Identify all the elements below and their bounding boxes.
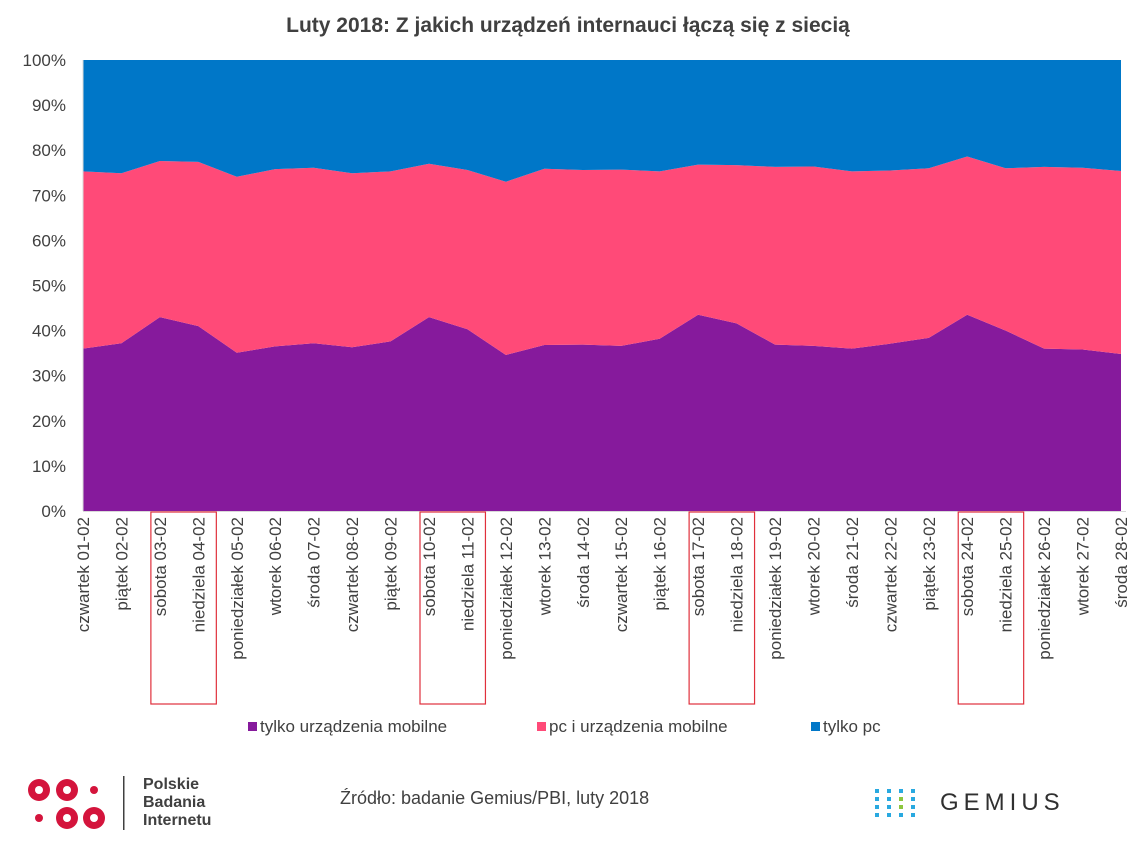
x-tick-labels: czwartek 01-02 piątek 02-02 sobota 03-02 ni… xyxy=(74,517,1131,660)
legend-item-pc-and-mobile: pc i urządzenia mobilne xyxy=(537,717,728,737)
x-tick-label: czwartek 15-02 xyxy=(612,517,631,632)
x-tick-label: wtorek 13-02 xyxy=(535,517,554,616)
x-tick-label: poniedziałek 26-02 xyxy=(1035,517,1054,660)
pbi-logo-ring-hole xyxy=(63,786,71,794)
chart-series-layer xyxy=(83,60,1121,511)
pbi-logo-line: Badania xyxy=(143,794,206,811)
pbi-logo-line: Polskie xyxy=(143,776,200,793)
y-tick-label: 100% xyxy=(23,51,66,70)
legend-item-pc-only: tylko pc xyxy=(811,717,881,737)
chart-axis-layer xyxy=(82,60,1126,512)
chart-title: Luty 2018: Z jakich urządzeń internauci … xyxy=(286,14,850,37)
gemius-logo-dot xyxy=(899,789,903,793)
legend-label-pc-and-mobile: pc i urządzenia mobilne xyxy=(549,717,728,736)
legend-swatch-mobile-only xyxy=(248,722,257,731)
x-tick-label: środa 28-02 xyxy=(1112,517,1131,608)
gemius-logo-dot xyxy=(899,797,903,801)
x-tick-label: środa 07-02 xyxy=(305,517,324,608)
x-tick-label: środa 14-02 xyxy=(574,517,593,608)
x-tick-label: sobota 03-02 xyxy=(151,517,170,616)
legend-label-mobile-only: tylko urządzenia mobilne xyxy=(260,717,448,736)
gemius-logo-dot xyxy=(911,797,915,801)
pbi-logo-dot xyxy=(35,814,43,822)
gemius-logo-dot xyxy=(899,805,903,809)
gemius-logo-dot xyxy=(875,797,879,801)
weekend-highlight-box xyxy=(957,511,1025,705)
pbi-logo-dots xyxy=(28,779,105,829)
x-tick-label: piątek 09-02 xyxy=(382,517,401,611)
x-tick-label: niedziela 11-02 xyxy=(458,517,477,631)
x-tick-label: sobota 10-02 xyxy=(420,517,439,616)
y-tick-label: 80% xyxy=(32,141,66,160)
x-tick-label: poniedziałek 19-02 xyxy=(766,517,785,660)
x-tick-label: środa 21-02 xyxy=(843,517,862,608)
gemius-logo-dot xyxy=(875,789,879,793)
legend-item-mobile-only: tylko urządzenia mobilne xyxy=(248,717,447,737)
source-note: Źródło: badanie Gemius/PBI, luty 2018 xyxy=(340,788,650,808)
gemius-logo-dot xyxy=(887,797,891,801)
gemius-logo-dot xyxy=(911,813,915,817)
gemius-logo-dot xyxy=(911,789,915,793)
pbi-logo-text: Polskie Badania Internetu xyxy=(143,776,211,830)
weekend-highlight-box xyxy=(150,511,217,705)
x-tick-label: wtorek 27-02 xyxy=(1074,517,1093,616)
weekend-highlight-box xyxy=(688,511,756,705)
area-series-1 xyxy=(83,156,1121,355)
x-tick-label: niedziela 18-02 xyxy=(728,517,747,632)
gemius-logo-dots xyxy=(875,789,915,817)
chart-legend: tylko urządzenia mobilne pc i urządzenia… xyxy=(0,717,1136,741)
y-tick-label: 30% xyxy=(32,367,66,386)
gemius-logo-dot xyxy=(875,805,879,809)
y-tick-label: 0% xyxy=(41,502,66,521)
gemius-logo-dot xyxy=(887,813,891,817)
gemius-logo-dot xyxy=(875,813,879,817)
y-tick-label: 40% xyxy=(32,322,66,341)
gemius-logo xyxy=(875,789,915,817)
y-tick-label: 10% xyxy=(32,457,66,476)
gemius-logo-dot xyxy=(911,805,915,809)
weekend-highlight-layer xyxy=(150,511,1025,705)
y-tick-label: 90% xyxy=(32,96,66,115)
x-tick-label: sobota 24-02 xyxy=(958,517,977,616)
x-tick-label: piątek 16-02 xyxy=(651,517,670,611)
x-tick-label: niedziela 04-02 xyxy=(189,517,208,632)
x-tick-label: poniedziałek 05-02 xyxy=(228,517,247,660)
gemius-logo-dot xyxy=(887,805,891,809)
gemius-logo-dot xyxy=(887,789,891,793)
gemius-logo-text: GEMIUS xyxy=(940,789,1065,816)
y-tick-label: 70% xyxy=(32,186,66,205)
x-tick-label: piątek 23-02 xyxy=(920,517,939,611)
pbi-logo-dot xyxy=(90,786,98,794)
y-tick-label: 60% xyxy=(32,231,66,250)
pbi-logo-ring-hole xyxy=(35,786,43,794)
gemius-logo-dot xyxy=(899,813,903,817)
x-tick-label: czwartek 01-02 xyxy=(74,517,93,632)
x-tick-label: wtorek 06-02 xyxy=(266,517,285,616)
x-tick-label: poniedziałek 12-02 xyxy=(497,517,516,660)
x-tick-label: czwartek 08-02 xyxy=(343,517,362,632)
x-tick-label: niedziela 25-02 xyxy=(997,517,1016,632)
y-tick-label: 50% xyxy=(32,277,66,296)
legend-label-pc-only: tylko pc xyxy=(823,717,881,736)
pbi-logo xyxy=(28,776,125,830)
x-tick-label: czwartek 22-02 xyxy=(881,517,900,632)
pbi-logo-divider xyxy=(123,776,125,830)
pbi-logo-ring-hole xyxy=(63,814,71,822)
area-series-0 xyxy=(83,314,1121,511)
legend-swatch-pc-only xyxy=(811,722,820,731)
y-tick-labels: 0% 10% 20% 30% 40% 50% 60% 70% 80% 90% 100% xyxy=(23,51,66,521)
x-tick-label: piątek 02-02 xyxy=(112,517,131,611)
pbi-logo-ring-hole xyxy=(90,814,98,822)
weekend-highlight-box xyxy=(419,511,487,705)
x-tick-label: wtorek 20-02 xyxy=(804,517,823,616)
y-tick-label: 20% xyxy=(32,412,66,431)
pbi-logo-line: Internetu xyxy=(143,812,212,829)
legend-swatch-pc-and-mobile xyxy=(537,722,546,731)
x-tick-label: sobota 17-02 xyxy=(689,517,708,616)
area-series-2 xyxy=(83,60,1121,182)
